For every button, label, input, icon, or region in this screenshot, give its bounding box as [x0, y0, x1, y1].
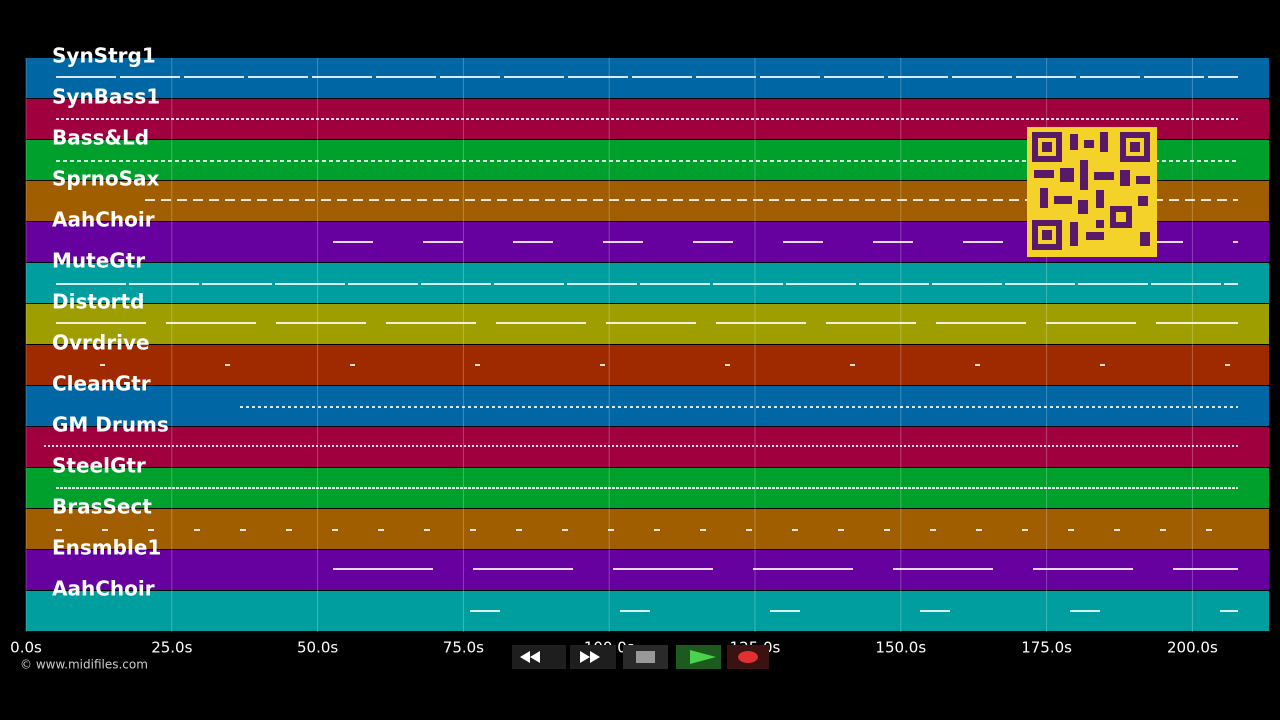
track-name: SynBass1 — [52, 85, 160, 109]
notes — [44, 76, 1238, 612]
time-tick-label: 25.0s — [151, 639, 192, 657]
track-labels: SynStrg1 SynBass1 Bass&Ld SprnoSax AahChoir M… — [52, 44, 169, 601]
time-tick-label: 75.0s — [443, 639, 484, 657]
track-name: AahChoir — [52, 577, 155, 601]
track-name: AahChoir — [52, 208, 155, 232]
time-tick-label: 150.0s — [875, 639, 926, 657]
track-name: GM Drums — [52, 413, 169, 437]
record-button[interactable] — [727, 645, 769, 669]
track-name: SteelGtr — [52, 454, 146, 478]
time-tick-label: 0.0s — [10, 639, 42, 657]
track-row — [26, 386, 1269, 426]
forward-button[interactable] — [570, 645, 616, 669]
track-name: Ovrdrive — [52, 331, 150, 355]
time-tick-label: 175.0s — [1021, 639, 1072, 657]
track-name: BrasSect — [52, 495, 152, 519]
track-name: Ensmble1 — [52, 536, 161, 560]
track-name: SynStrg1 — [52, 44, 156, 68]
track-name: Distortd — [52, 290, 144, 314]
rewind-button[interactable] — [512, 645, 566, 669]
track-name: SprnoSax — [52, 167, 159, 191]
track-name: MuteGtr — [52, 249, 145, 273]
time-tick-label: 50.0s — [297, 639, 338, 657]
qr-code — [1027, 127, 1157, 257]
copyright: © www.midifiles.com — [20, 658, 148, 672]
transport-controls — [512, 645, 769, 669]
track-name: Bass&Ld — [52, 126, 149, 150]
track-row — [26, 345, 1269, 385]
time-tick-label: 200.0s — [1167, 639, 1218, 657]
play-button[interactable] — [676, 645, 721, 669]
track-row — [26, 509, 1269, 549]
track-name: CleanGtr — [52, 372, 151, 396]
time-grid — [25, 58, 1193, 632]
stop-button[interactable] — [623, 645, 668, 669]
